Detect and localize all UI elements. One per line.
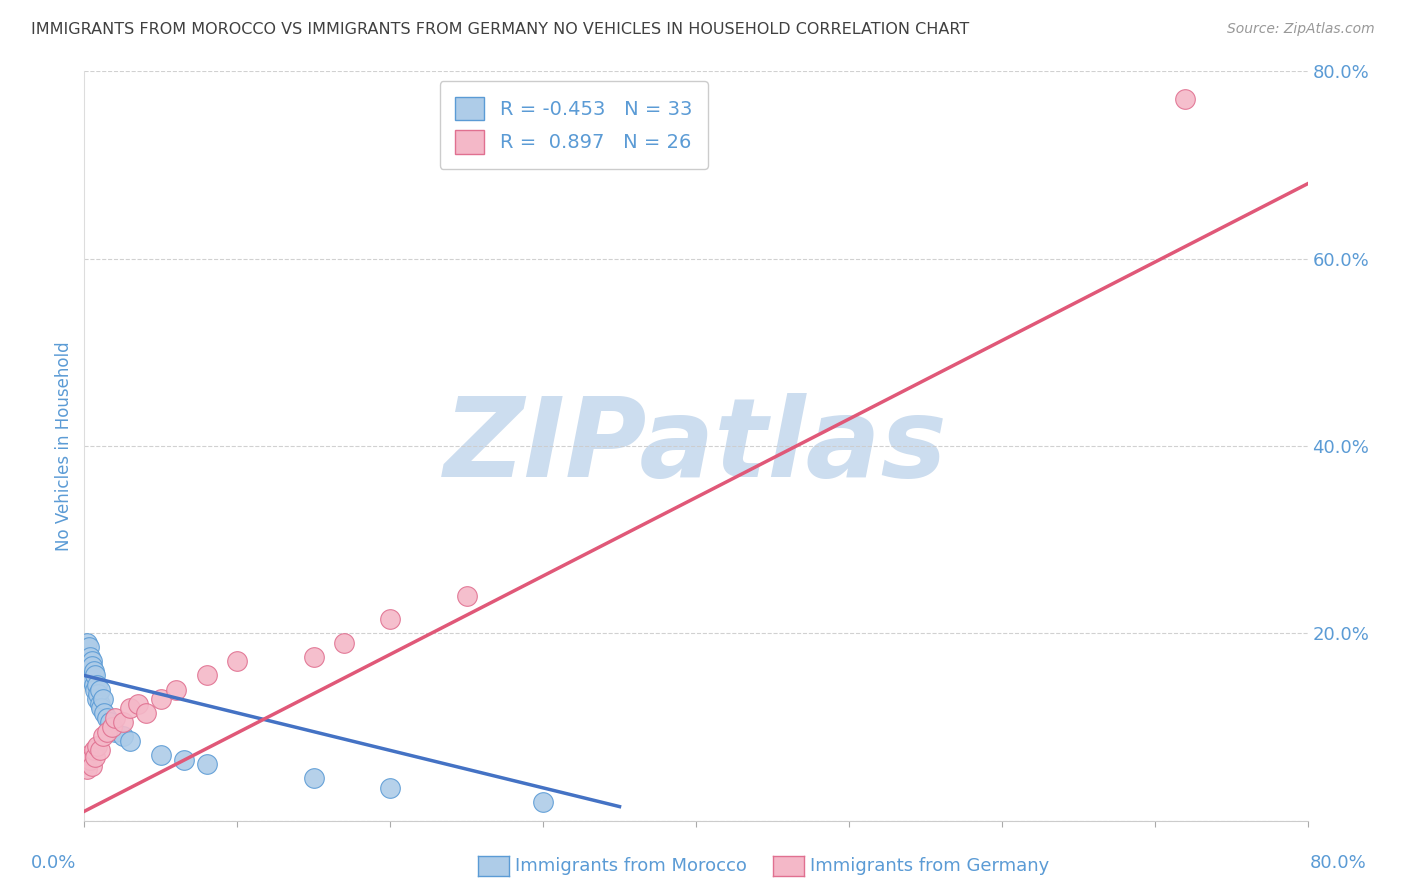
Point xyxy=(86,692,108,706)
Point xyxy=(77,747,100,762)
Point xyxy=(120,701,142,715)
Point xyxy=(80,759,103,773)
Point xyxy=(89,743,111,757)
Y-axis label: No Vehicles in Household: No Vehicles in Household xyxy=(55,341,73,551)
Point xyxy=(302,772,325,786)
Point xyxy=(104,710,127,724)
Point xyxy=(86,739,108,753)
Text: 80.0%: 80.0% xyxy=(1310,855,1367,872)
Text: ZIPatlas: ZIPatlas xyxy=(444,392,948,500)
Point xyxy=(93,706,115,720)
Point xyxy=(89,697,111,711)
Point xyxy=(80,673,103,688)
Point xyxy=(84,750,107,764)
Point xyxy=(96,710,118,724)
Point xyxy=(83,678,105,692)
Point xyxy=(79,649,101,664)
Point xyxy=(195,757,218,772)
Point xyxy=(79,753,101,767)
Point xyxy=(111,715,134,730)
Point xyxy=(83,743,105,757)
Point xyxy=(87,687,110,701)
Point xyxy=(96,724,118,739)
Point xyxy=(98,715,121,730)
Point xyxy=(531,795,554,809)
Point xyxy=(84,668,107,682)
Point xyxy=(77,640,100,655)
Point xyxy=(83,664,105,678)
Point xyxy=(76,659,98,673)
Point xyxy=(456,589,478,603)
Point xyxy=(111,730,134,744)
Point xyxy=(135,706,157,720)
Text: 0.0%: 0.0% xyxy=(31,855,76,872)
Text: IMMIGRANTS FROM MOROCCO VS IMMIGRANTS FROM GERMANY NO VEHICLES IN HOUSEHOLD CORR: IMMIGRANTS FROM MOROCCO VS IMMIGRANTS FR… xyxy=(31,22,969,37)
Point xyxy=(149,692,172,706)
Point xyxy=(91,692,114,706)
Point xyxy=(195,668,218,682)
Point xyxy=(120,734,142,748)
Point xyxy=(89,682,111,697)
Point xyxy=(226,655,249,669)
Point xyxy=(104,724,127,739)
Point xyxy=(84,682,107,697)
Point xyxy=(76,635,98,649)
Point xyxy=(75,757,97,772)
Point xyxy=(101,720,124,734)
Point xyxy=(86,678,108,692)
Point xyxy=(75,649,97,664)
Point xyxy=(77,664,100,678)
Point xyxy=(90,701,112,715)
Point xyxy=(80,659,103,673)
Point xyxy=(149,747,172,762)
Point xyxy=(165,682,187,697)
Point xyxy=(380,612,402,626)
Point xyxy=(302,649,325,664)
Point xyxy=(76,762,98,776)
Point xyxy=(1174,93,1197,107)
Text: Source: ZipAtlas.com: Source: ZipAtlas.com xyxy=(1227,22,1375,37)
Point xyxy=(127,697,149,711)
Point xyxy=(333,635,356,649)
Legend: R = -0.453   N = 33, R =  0.897   N = 26: R = -0.453 N = 33, R = 0.897 N = 26 xyxy=(440,81,707,169)
Point xyxy=(91,730,114,744)
Point xyxy=(79,668,101,682)
Point xyxy=(80,655,103,669)
Point xyxy=(173,753,195,767)
Text: Immigrants from Morocco: Immigrants from Morocco xyxy=(515,857,747,875)
Point xyxy=(380,780,402,795)
Text: Immigrants from Germany: Immigrants from Germany xyxy=(810,857,1049,875)
